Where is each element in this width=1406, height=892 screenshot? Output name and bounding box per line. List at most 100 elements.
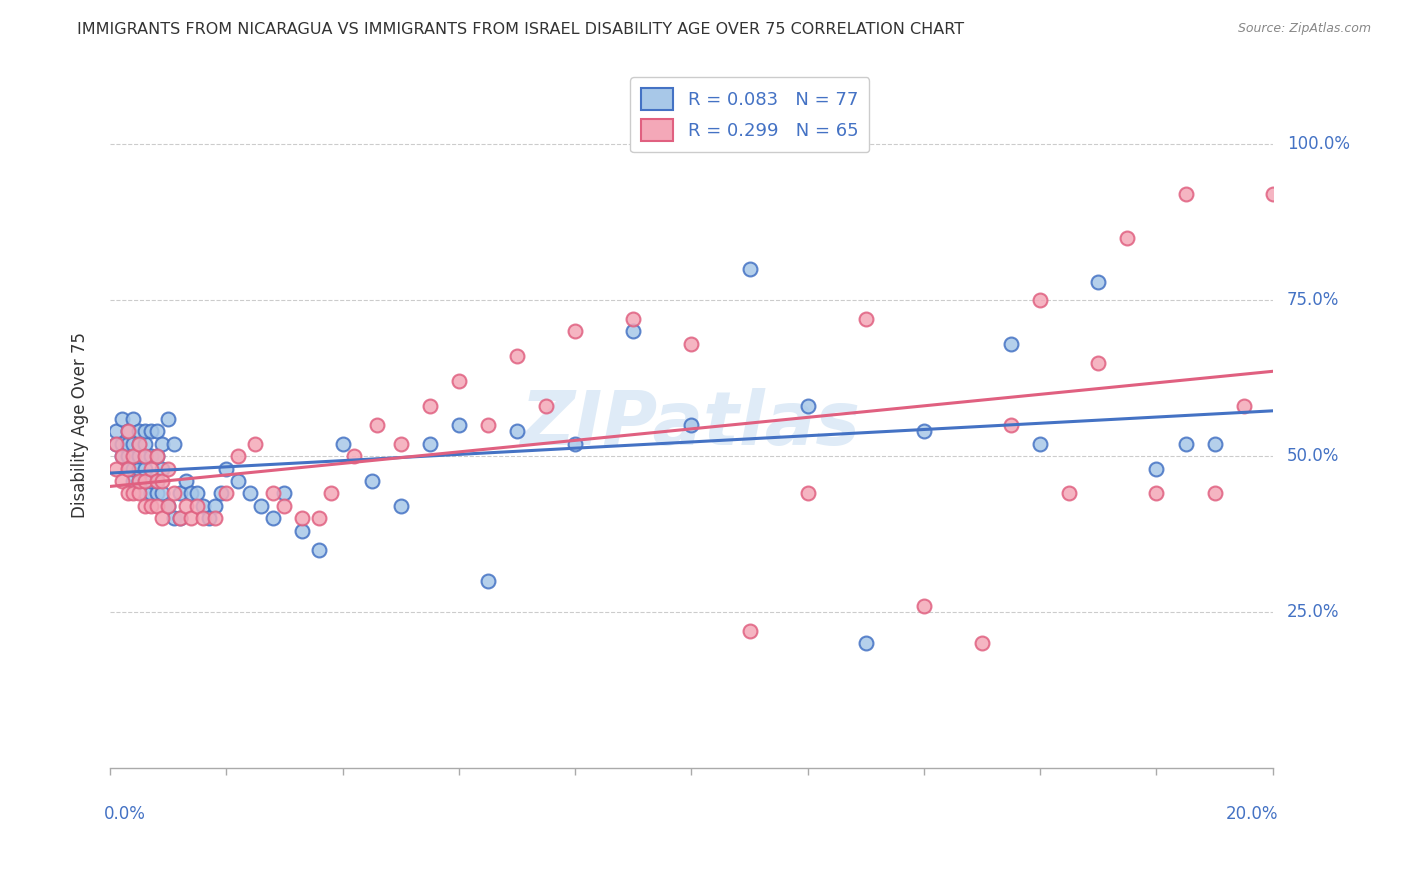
Point [308,542,330,557]
Point [970,636,993,650]
Point [621,325,644,339]
Text: 0.0%: 0.0% [104,805,146,823]
Text: 100.0%: 100.0% [1286,136,1350,153]
Point [186,499,208,513]
Point [1029,436,1052,450]
Point [308,511,330,525]
Point [291,511,314,525]
Point [245,436,267,450]
Point [145,449,167,463]
Point [1146,461,1168,475]
Point [169,486,191,500]
Point [134,486,156,500]
Point [389,436,412,450]
Point [169,511,191,525]
Point [134,449,156,463]
Point [128,474,150,488]
Y-axis label: Disability Age Over 75: Disability Age Over 75 [72,332,89,518]
Point [273,486,295,500]
Text: 20.0%: 20.0% [1226,805,1278,823]
Point [1029,293,1052,308]
Point [360,474,382,488]
Point [1000,337,1022,351]
Point [122,461,145,475]
Text: 75.0%: 75.0% [1286,292,1339,310]
Point [738,624,761,638]
Point [1261,187,1284,202]
Point [477,417,499,432]
Point [134,499,156,513]
Point [209,486,232,500]
Point [174,499,197,513]
Point [681,337,703,351]
Point [191,499,214,513]
Point [128,436,150,450]
Point [447,417,470,432]
Point [134,461,156,475]
Point [128,449,150,463]
Point [111,474,134,488]
Point [117,424,139,438]
Point [163,511,186,525]
Point [128,436,150,450]
Point [117,461,139,475]
Point [204,499,226,513]
Point [134,424,156,438]
Point [1116,231,1139,245]
Point [122,474,145,488]
Point [117,436,139,450]
Point [796,399,818,413]
Point [117,486,139,500]
Point [319,486,342,500]
Point [1174,187,1197,202]
Point [145,474,167,488]
Point [117,461,139,475]
Point [1204,436,1226,450]
Point [139,486,162,500]
Point [117,424,139,438]
Point [104,461,127,475]
Point [366,417,388,432]
Legend: R = 0.083   N = 77, R = 0.299   N = 65: R = 0.083 N = 77, R = 0.299 N = 65 [630,78,869,153]
Point [796,486,818,500]
Point [152,474,174,488]
Point [145,424,167,438]
Point [855,636,877,650]
Point [122,411,145,425]
Point [419,436,441,450]
Point [139,499,162,513]
Point [174,474,197,488]
Point [104,436,127,450]
Text: Source: ZipAtlas.com: Source: ZipAtlas.com [1237,22,1371,36]
Text: ZIPatlas: ZIPatlas [522,388,862,461]
Point [128,474,150,488]
Point [1087,275,1109,289]
Point [191,511,214,525]
Point [145,499,167,513]
Point [506,350,529,364]
Point [204,511,226,525]
Point [122,449,145,463]
Point [1087,356,1109,370]
Point [273,499,295,513]
Point [564,436,586,450]
Point [169,511,191,525]
Point [186,486,208,500]
Point [1174,436,1197,450]
Point [447,374,470,388]
Point [534,399,557,413]
Point [128,486,150,500]
Point [152,436,174,450]
Point [145,449,167,463]
Point [139,424,162,438]
Point [681,417,703,432]
Text: IMMIGRANTS FROM NICARAGUA VS IMMIGRANTS FROM ISRAEL DISABILITY AGE OVER 75 CORRE: IMMIGRANTS FROM NICARAGUA VS IMMIGRANTS … [77,22,965,37]
Point [145,474,167,488]
Point [152,486,174,500]
Point [163,486,186,500]
Point [215,486,238,500]
Point [134,474,156,488]
Point [128,424,150,438]
Point [122,436,145,450]
Point [111,449,134,463]
